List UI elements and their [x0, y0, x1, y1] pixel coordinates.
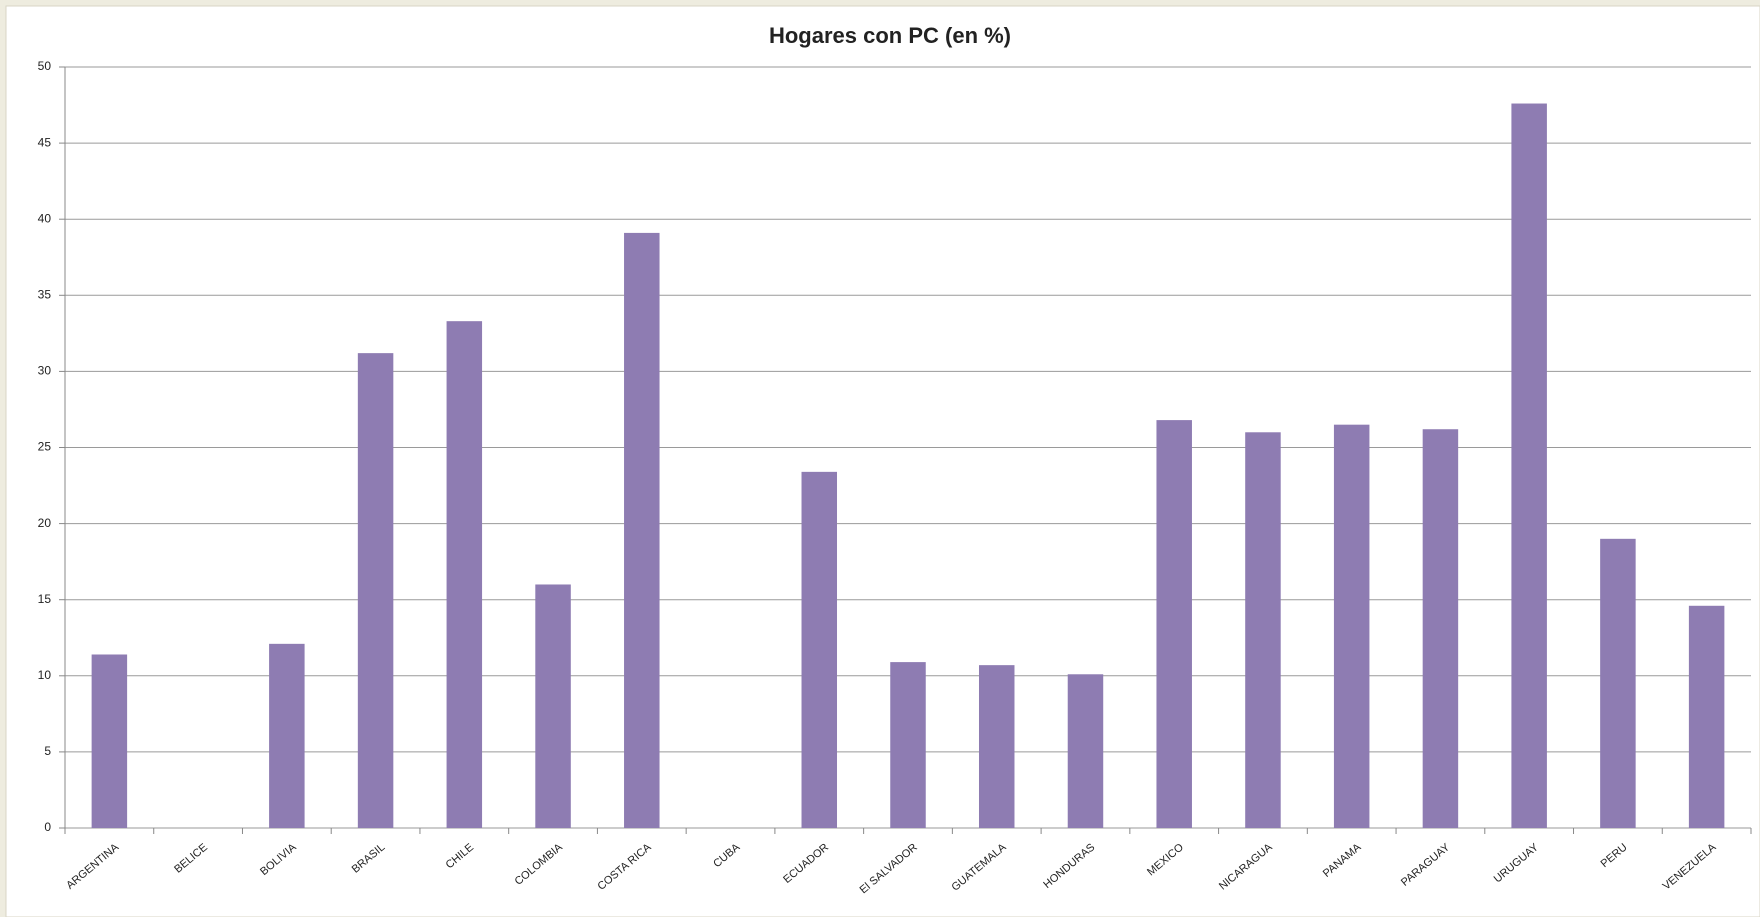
y-tick-label: 30 [38, 364, 52, 378]
y-tick-label: 10 [38, 668, 52, 682]
bar [1600, 538, 1636, 828]
bar [890, 662, 926, 828]
bar [1067, 674, 1104, 828]
bar [1511, 103, 1547, 828]
y-tick-label: 0 [44, 820, 51, 834]
y-tick-label: 40 [38, 211, 52, 225]
bar [978, 665, 1015, 828]
bar [535, 584, 571, 828]
bar [1245, 432, 1281, 828]
bar [1422, 429, 1459, 828]
y-tick-label: 5 [44, 744, 51, 758]
y-tick-label: 20 [38, 516, 52, 530]
bar [446, 321, 483, 828]
bar [357, 353, 394, 828]
bar [269, 643, 305, 828]
y-tick-label: 35 [38, 287, 52, 301]
bar [91, 654, 128, 828]
y-tick-label: 25 [38, 440, 52, 454]
bar [1156, 420, 1192, 828]
bar [1333, 424, 1370, 828]
bar [624, 232, 660, 828]
bar [1688, 605, 1725, 828]
y-tick-label: 15 [38, 592, 52, 606]
chart-title: Hogares con PC (en %) [769, 23, 1011, 48]
bar [801, 471, 838, 828]
y-tick-label: 50 [38, 59, 52, 73]
y-tick-label: 45 [38, 135, 52, 149]
